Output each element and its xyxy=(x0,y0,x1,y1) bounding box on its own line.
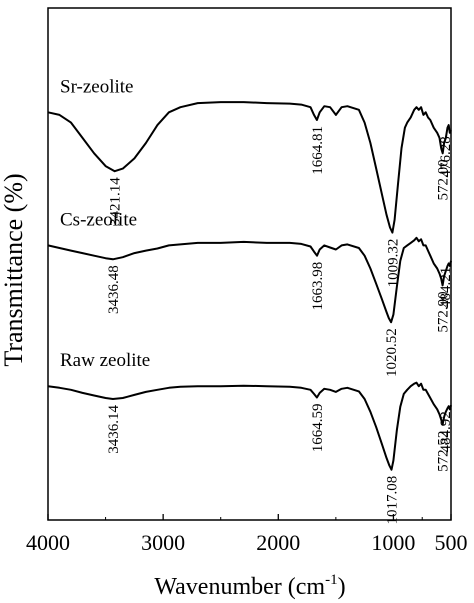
peak-label: 572.90 xyxy=(436,291,452,332)
x-tick-label: 4000 xyxy=(26,530,70,555)
peak-label: 1009.32 xyxy=(385,239,401,288)
axis-layer: 4000 3000 2000 1000 500 xyxy=(26,514,468,555)
peak-label: 572.52 xyxy=(436,431,452,472)
series-name: Cs-zeolite xyxy=(60,209,137,230)
series-name: Raw zeolite xyxy=(60,350,150,371)
x-axis-label: Wavenumber (cm-1) xyxy=(154,572,345,600)
peak-label: 484.92 xyxy=(438,411,454,452)
series-layer xyxy=(47,101,452,471)
peak-label: 3436.14 xyxy=(106,405,122,454)
x-tick-label: 500 xyxy=(435,530,468,555)
peak-label: 484.21 xyxy=(438,267,454,308)
peak-label: 1664.59 xyxy=(310,404,326,453)
series-line-0 xyxy=(47,101,452,234)
peak-label: 1020.52 xyxy=(384,328,400,377)
series-line-2 xyxy=(47,381,452,471)
labels-layer: Sr-zeolite 3421.14 1664.81 1009.32 572.00476… xyxy=(60,76,454,524)
x-axis-label-superscript: -1 xyxy=(325,572,338,588)
x-tick-label: 3000 xyxy=(141,530,185,555)
x-tick-label: 2000 xyxy=(256,530,300,555)
peak-label: 3436.48 xyxy=(106,265,122,314)
x-tick-label: 1000 xyxy=(371,530,415,555)
peak-label: 572.00 xyxy=(436,159,452,200)
peak-label: 1017.08 xyxy=(385,476,401,525)
x-axis-label-main: Wavenumber (cm xyxy=(154,574,325,600)
x-axis-label-suffix: ) xyxy=(338,574,346,600)
peak-label: 1664.81 xyxy=(310,126,326,175)
y-axis-label: Transmittance (%) xyxy=(0,173,28,366)
peak-label: 1663.98 xyxy=(310,262,326,311)
series-name: Sr-zeolite xyxy=(60,76,133,97)
series-line-1 xyxy=(47,236,452,324)
peak-label: 476.28 xyxy=(438,136,454,177)
peak-label: 3421.14 xyxy=(108,177,124,226)
